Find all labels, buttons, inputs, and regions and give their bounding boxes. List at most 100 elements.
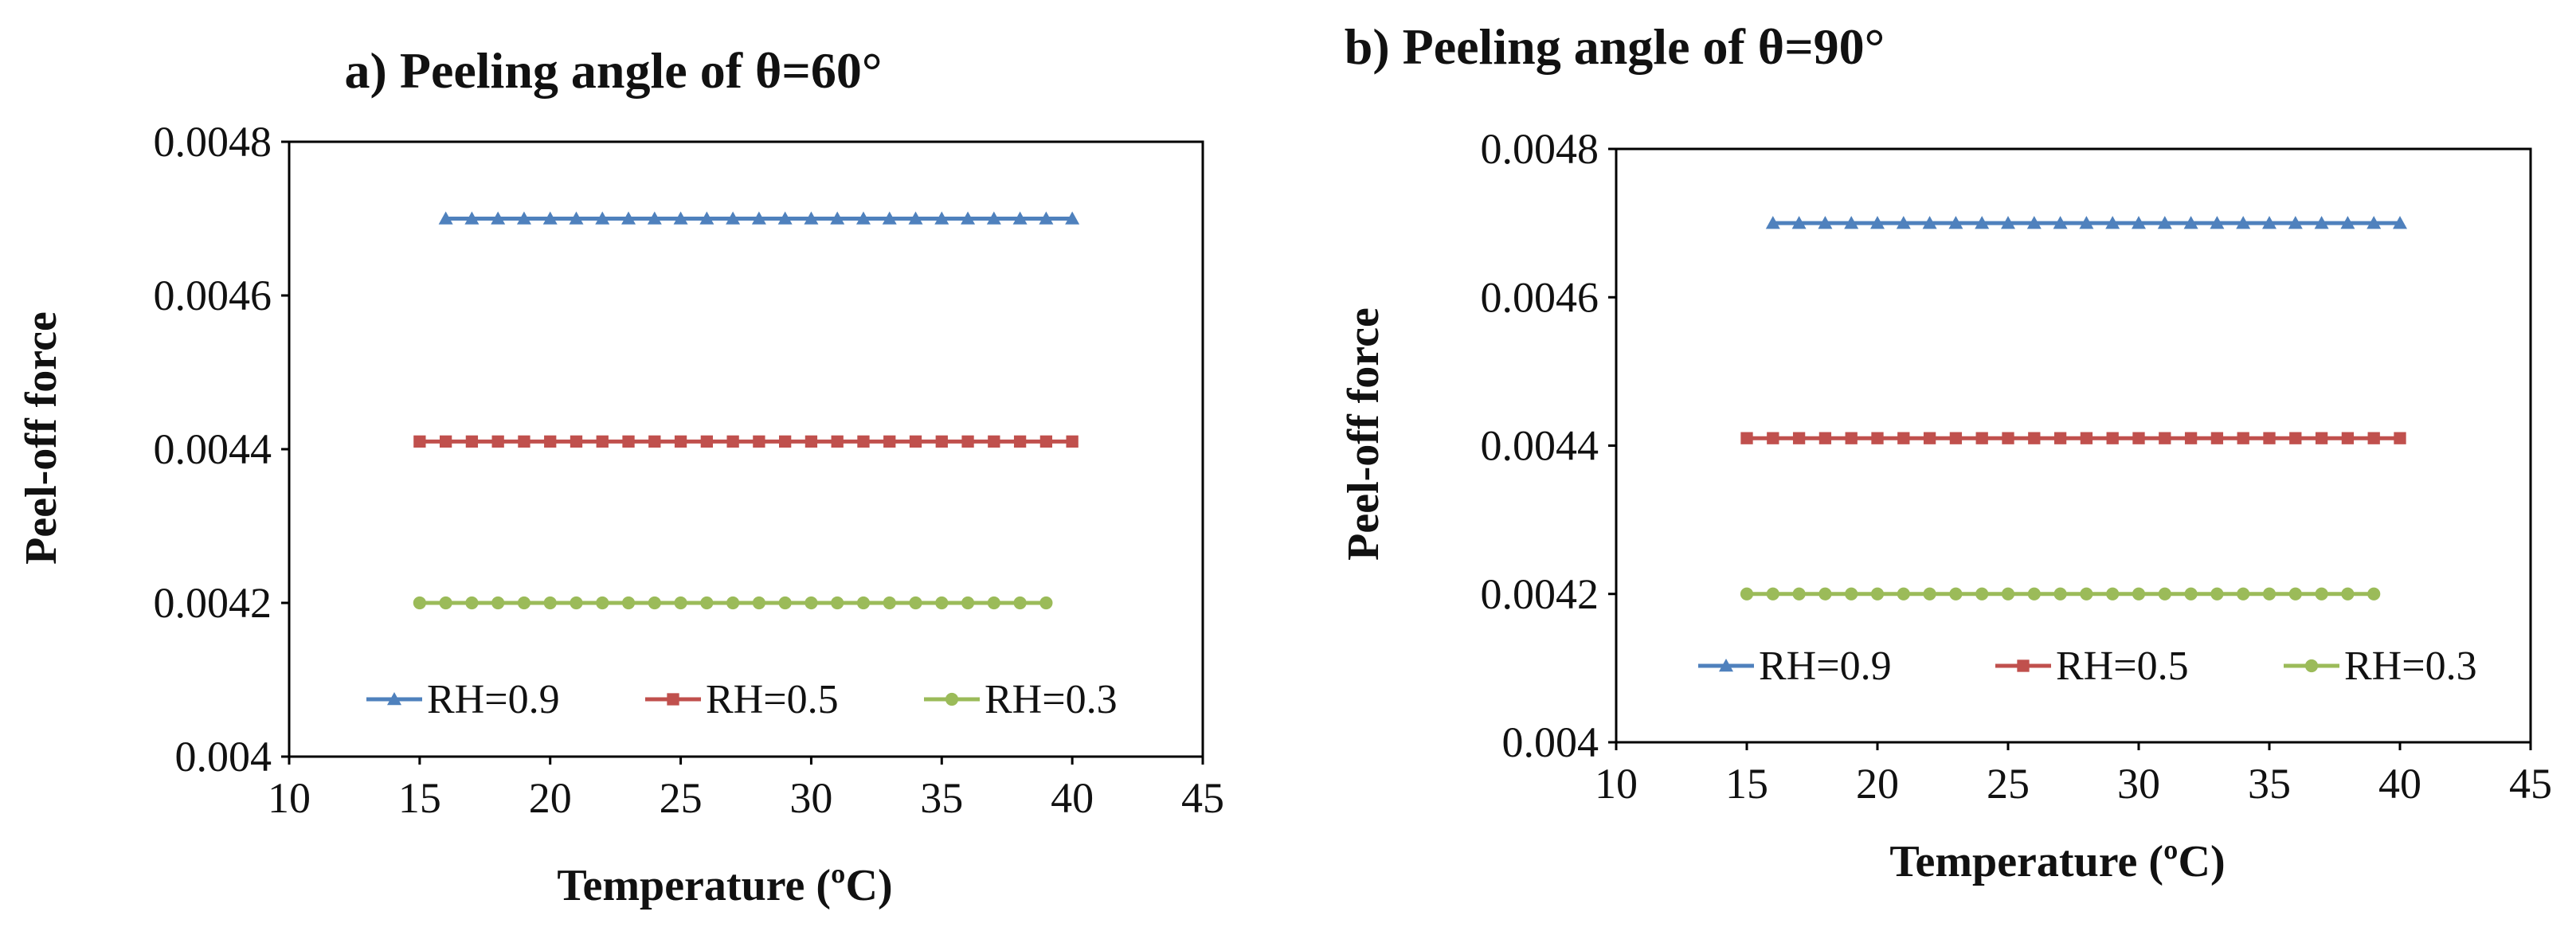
y-tick-label: 0.0042 (1481, 570, 1599, 618)
data-point (753, 435, 765, 448)
legend-item: RH=0.3 (924, 677, 1118, 722)
x-tick-label: 25 (1987, 760, 2030, 808)
series-group (413, 211, 1080, 610)
data-point (1871, 432, 1884, 444)
legend-marker (2017, 659, 2030, 672)
y-ticks: 0.004 0.0042 0.0044 0.0046 0.0048 (1481, 125, 1616, 766)
data-point (2263, 432, 2276, 444)
chart-b-svg: b) Peeling angle of θ=90° 0.004 0.0042 0.0… (1339, 18, 2552, 886)
data-point (883, 435, 896, 448)
y-tick-label: 0.0048 (154, 118, 272, 166)
data-point (465, 596, 479, 610)
data-point (674, 435, 687, 448)
x-tick-label: 10 (268, 774, 311, 822)
data-point (1975, 432, 1988, 444)
data-point (595, 211, 610, 225)
legend-label: RH=0.5 (2056, 644, 2189, 689)
data-point (1039, 596, 1053, 610)
legend-marker (667, 693, 679, 706)
data-point (2079, 216, 2094, 229)
data-point (1765, 216, 1780, 229)
legend-label: RH=0.9 (1759, 644, 1892, 689)
plot-frame (288, 140, 1204, 758)
data-point (934, 211, 949, 225)
data-point (464, 211, 480, 225)
data-point (622, 435, 635, 448)
data-point (1818, 587, 1832, 601)
data-point (491, 435, 504, 448)
data-point (2393, 216, 2407, 229)
data-point (908, 211, 923, 225)
data-point (517, 596, 531, 610)
data-point (596, 596, 609, 610)
data-point (961, 211, 976, 225)
y-tick-label: 0.004 (1502, 718, 1599, 766)
data-point (647, 211, 662, 225)
data-point (882, 211, 897, 225)
data-point (830, 211, 845, 225)
data-point (491, 596, 505, 610)
data-point (2105, 216, 2120, 229)
data-point (2288, 216, 2303, 229)
series-rh-0-5 (1740, 432, 2406, 444)
x-tick-label: 40 (1051, 774, 1094, 822)
data-point (2183, 216, 2198, 229)
legend-item: RH=0.9 (366, 677, 560, 722)
data-point (544, 435, 557, 448)
data-point (1766, 587, 1779, 601)
y-tick-label: 0.0044 (1481, 422, 1599, 470)
data-point (439, 596, 452, 610)
data-point (2236, 216, 2251, 229)
data-point (2262, 587, 2277, 601)
data-point (2341, 587, 2355, 601)
data-point (2157, 216, 2172, 229)
series-rh-0-3 (413, 596, 1053, 610)
data-point (2053, 216, 2068, 229)
data-point (2132, 432, 2145, 444)
data-point (2053, 587, 2067, 601)
data-point (491, 211, 506, 225)
data-point (1896, 216, 1911, 229)
x-tick-label: 40 (2378, 760, 2421, 808)
data-point (805, 596, 818, 610)
data-point (413, 596, 426, 610)
series-rh-0-9 (1765, 216, 2407, 229)
data-point (1975, 587, 1989, 601)
data-point (1013, 596, 1027, 610)
y-ticks: 0.004 0.0042 0.0044 0.0046 0.0048 (154, 118, 289, 781)
data-point (516, 211, 531, 225)
data-point (1740, 587, 1754, 601)
data-point (465, 435, 479, 448)
data-point (621, 596, 636, 610)
data-point (1039, 211, 1054, 225)
data-point (779, 435, 792, 448)
data-point (700, 435, 713, 448)
x-tick-label: 20 (529, 774, 572, 822)
data-point (1923, 587, 1936, 601)
legend-item: RH=0.3 (2284, 644, 2477, 689)
data-point (674, 596, 687, 610)
x-tick-label: 35 (2248, 760, 2291, 808)
x-ticks: 10 15 20 25 30 35 40 45 (1595, 742, 2552, 808)
data-point (1922, 216, 1937, 229)
data-point (2288, 587, 2302, 601)
legend-marker (2304, 659, 2319, 673)
data-point (987, 596, 1000, 610)
data-point (961, 435, 974, 448)
data-point (2367, 216, 2382, 229)
data-point (2001, 587, 2015, 601)
data-point (2028, 432, 2041, 444)
y-tick-label: 0.0046 (1481, 273, 1599, 321)
data-point (1792, 432, 1806, 444)
data-point (2289, 432, 2302, 444)
data-point (543, 596, 557, 610)
data-point (986, 211, 1001, 225)
data-point (1948, 216, 1963, 229)
legend-label: RH=0.5 (706, 677, 839, 722)
x-tick-label: 10 (1595, 760, 1638, 808)
data-point (2210, 587, 2224, 601)
legend: RH=0.9 RH=0.5 RH=0.3 (366, 677, 1118, 722)
data-point (2053, 432, 2067, 444)
data-point (1845, 587, 1858, 601)
chart-title: b) Peeling angle of θ=90° (1345, 18, 1885, 75)
